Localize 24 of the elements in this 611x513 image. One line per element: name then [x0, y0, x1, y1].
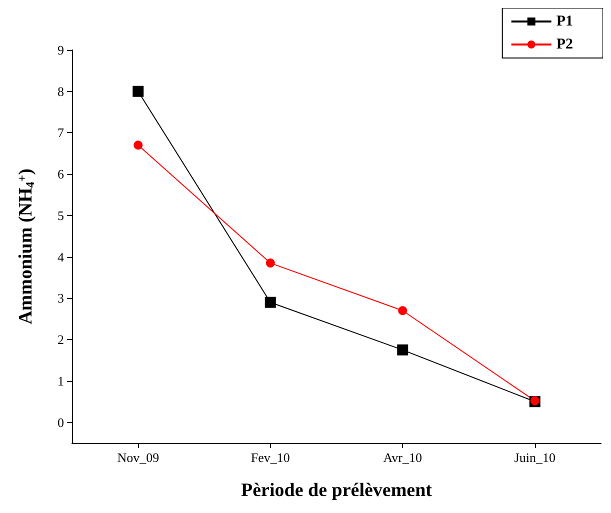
y-tick-label: 7: [58, 125, 64, 140]
point: [397, 344, 408, 356]
y-tick-label: 6: [58, 166, 64, 182]
y-tick-label: 4: [58, 249, 64, 264]
point: [398, 306, 408, 316]
y-tick-label: 5: [58, 208, 64, 223]
x-tick-label: Fev_10: [250, 450, 290, 465]
y-tick-label: 2: [58, 332, 64, 348]
y-axis-title: Ammonium (NH4+): [15, 168, 37, 324]
point: [132, 86, 144, 97]
y-tick-label: 9: [58, 42, 64, 58]
x-tick-label: Juin_10: [514, 450, 556, 465]
legend-label: P1: [556, 14, 574, 30]
x-tick-label: Nov_09: [117, 450, 160, 465]
point: [264, 296, 276, 308]
y-tick-label: 3: [58, 290, 64, 306]
point: [134, 140, 143, 150]
legend-label: P2: [556, 36, 574, 52]
y-tick-label: 8: [58, 84, 64, 99]
x-axis-title: Pèriode de prélèvement: [241, 480, 433, 501]
y-tick-label: 1: [58, 373, 64, 388]
x-tick-label: Avr_10: [383, 450, 422, 465]
point: [266, 258, 275, 268]
y-tick-label: 0: [58, 414, 64, 430]
